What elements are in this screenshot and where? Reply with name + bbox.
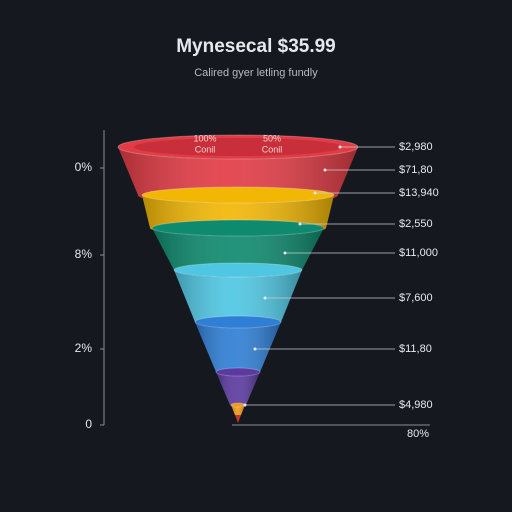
stage-label: $7,600: [399, 292, 433, 304]
leader-dot: [253, 347, 257, 351]
top-annotation: 50%: [263, 133, 281, 143]
top-annotation-caption: Conil: [262, 144, 283, 154]
funnel-stage-top: [151, 219, 325, 237]
leader-dot: [298, 222, 302, 226]
stage-label: $2,980: [399, 141, 433, 153]
stage-label: $11,80: [399, 343, 432, 355]
funnel-stage-shade: [195, 322, 281, 376]
subtitle: Calired gyer letling fundly: [194, 67, 318, 79]
left-axis-label: 2%: [75, 341, 93, 355]
left-axis-label: 8%: [75, 247, 93, 261]
funnel-stage-top: [173, 262, 303, 278]
funnel-stage-top: [194, 315, 282, 329]
stage-label: $71,80: [399, 164, 433, 176]
leader-dot: [263, 296, 267, 300]
funnel-stage-shade: [216, 372, 260, 407]
funnel-stage-top: [215, 367, 261, 377]
stage-label: $2,550: [399, 218, 433, 230]
bottom-label: 80%: [407, 428, 429, 440]
funnel: [117, 134, 359, 423]
leader-dot: [313, 191, 317, 195]
leader-dot: [323, 168, 327, 172]
top-annotation: 100%: [193, 133, 216, 143]
funnel-stage-top: [141, 186, 335, 204]
funnel-stage-shade: [152, 228, 324, 276]
stage-label: $13,940: [399, 187, 439, 199]
funnel-tip: [235, 415, 241, 423]
leader-dot: [243, 403, 247, 407]
funnel-stage-shade: [174, 270, 302, 327]
left-axis-label: 0%: [75, 160, 93, 174]
funnel-stage-shade: [231, 405, 245, 416]
funnel-rim: [134, 138, 342, 156]
funnel-stage-top: [230, 402, 246, 408]
left-axis-label: 0: [85, 417, 92, 431]
leader-dot: [338, 145, 342, 149]
top-annotation-caption: Conil: [195, 144, 216, 154]
stage-label: $4,980: [399, 399, 433, 411]
leader-dot: [283, 251, 287, 255]
stage-label: $11,000: [399, 247, 438, 259]
title: Mynesecal $35.99: [176, 36, 336, 57]
